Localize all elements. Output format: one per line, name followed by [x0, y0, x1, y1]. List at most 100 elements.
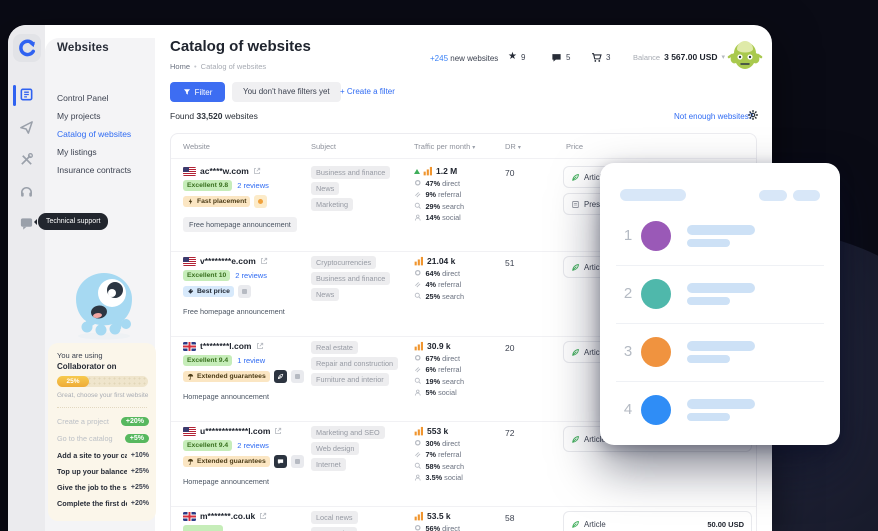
send-plane-icon[interactable] [8, 120, 45, 135]
chevron-down-icon: ▾ [721, 54, 726, 61]
website-domain[interactable]: m*******.co.uk [200, 511, 256, 521]
cart-counter[interactable]: 3 [591, 52, 610, 63]
table-row: v********e.com Excellent 10 2 reviews Be… [171, 256, 756, 341]
skeleton-title [620, 189, 686, 201]
website-domain[interactable]: u*************l.com [200, 426, 271, 436]
announcement-label: Free homepage announcement [183, 217, 297, 232]
offer-price: 50.00 USD [707, 519, 744, 529]
referral-icon [414, 281, 422, 289]
reviews-link[interactable]: 1 review [237, 356, 266, 365]
favorites-counter[interactable]: ★ 9 [508, 51, 526, 62]
usage-progress-track: 25% [57, 376, 148, 387]
user-avatar[interactable] [726, 37, 764, 75]
sidebar-item-my-listings[interactable]: My listings [57, 147, 97, 157]
umbrella-icon [187, 373, 194, 380]
announcement-label: Homepage announcement [183, 392, 270, 401]
subject-tag: Furniture and interior [311, 373, 389, 386]
technical-support-tooltip: Technical support [33, 213, 109, 230]
usage-line1: You are using [57, 351, 103, 360]
usage-hint: Great, choose your first website [57, 392, 149, 399]
reviews-link[interactable]: 2 reviews [237, 441, 269, 450]
external-link-icon[interactable] [253, 167, 261, 175]
gear-icon[interactable] [747, 109, 759, 121]
tools-icon[interactable] [8, 152, 45, 167]
sidebar-item-my-projects[interactable]: My projects [57, 111, 101, 121]
feature-badge: Fast placement [183, 196, 251, 207]
social-icon [414, 474, 422, 482]
balance-dropdown[interactable]: Balance 3 567.00 USD ▾ [633, 52, 726, 62]
task-create-project[interactable]: Create a project +20% [57, 415, 149, 427]
create-filter-link[interactable]: + Create a filter [340, 87, 395, 96]
website-domain[interactable]: v********e.com [200, 256, 256, 266]
referral-icon [414, 366, 422, 374]
dr-value: 70 [505, 168, 515, 178]
offer-article-button[interactable]: Article 50.00 USD [563, 511, 752, 531]
feather-icon [571, 173, 580, 182]
walkthrough-card: 1 2 3 4 [600, 163, 840, 445]
task-give-job[interactable]: Give the job to the site+25% [57, 482, 149, 492]
website-domain[interactable]: ac****w.com [200, 166, 249, 176]
external-link-icon[interactable] [256, 342, 264, 350]
col-traffic-sort[interactable]: Traffic per month ▾ [414, 142, 476, 151]
col-website: Website [183, 142, 210, 151]
muted-icon [290, 370, 304, 383]
page-title: Catalog of websites [170, 38, 311, 55]
rating-badge: Excellent 10 [183, 270, 231, 281]
task-go-to-catalog[interactable]: Go to the catalog +5% [57, 432, 149, 444]
traffic-bars-icon [414, 426, 424, 436]
not-enough-websites-link[interactable]: Not enough websites? [674, 112, 754, 121]
control-panel-icon[interactable] [8, 87, 45, 102]
promo-icon [254, 195, 268, 208]
reviews-link[interactable]: 2 reviews [237, 181, 269, 190]
us-flag-icon [183, 256, 196, 266]
breadcrumb-home[interactable]: Home [170, 62, 191, 71]
subject-tag: Local news [311, 511, 358, 524]
skeleton-line [687, 355, 730, 363]
subject-tag: Real estate [311, 341, 358, 354]
task-add-to-cart[interactable]: Add a site to your cart +10% [57, 450, 149, 460]
subject-tag: Repair and construction [311, 357, 399, 370]
direct-icon [414, 354, 422, 362]
reviews-link[interactable]: 2 reviews [235, 271, 267, 280]
step-number: 3 [623, 343, 633, 360]
sidebar-item-control-panel[interactable]: Control Panel [57, 93, 109, 103]
feature-badge: Extended guarantees [183, 371, 270, 382]
website-domain[interactable]: t********l.com [200, 341, 252, 351]
task-top-up[interactable]: Top up your balance in ...+25% [57, 466, 149, 476]
growth-up-icon [414, 168, 420, 174]
subject-tag: News [311, 182, 340, 195]
search-icon [414, 462, 422, 470]
filter-button[interactable]: Filter [170, 82, 225, 102]
usage-progress-value: 25% [57, 376, 89, 387]
subject-tag: Marketing [311, 198, 354, 211]
sidebar-item-catalog[interactable]: Catalog of websites [57, 129, 132, 139]
col-price: Price [566, 142, 584, 151]
rating-badge [183, 525, 223, 531]
direct-icon [414, 269, 422, 277]
feather-icon [571, 435, 580, 444]
bolt-icon [187, 198, 194, 205]
external-link-icon[interactable] [274, 427, 282, 435]
external-link-icon[interactable] [260, 257, 268, 265]
task-first-deal[interactable]: Complete the first deal+20% [57, 498, 149, 508]
traffic-value: 21.04 k [427, 256, 456, 266]
skeleton-line [687, 413, 730, 421]
col-subject: Subject [311, 142, 337, 151]
traffic-value: 1.2 M [436, 166, 458, 176]
step4-circle [641, 395, 671, 425]
traffic-bars-icon [414, 511, 424, 521]
external-link-icon[interactable] [259, 512, 267, 520]
col-dr-sort[interactable]: DR ▾ [505, 142, 521, 151]
step2-circle [641, 279, 671, 309]
headphones-icon[interactable] [8, 184, 45, 199]
step-number: 4 [623, 401, 633, 418]
app-logo[interactable] [13, 34, 41, 62]
muted-icon [290, 455, 304, 468]
rating-badge: Excellent 9.4 [183, 440, 233, 451]
new-websites-counter[interactable]: +245 new websites [430, 54, 499, 63]
usage-divider [57, 407, 147, 408]
messages-counter[interactable]: 5 [551, 52, 570, 63]
sidebar-item-insurance[interactable]: Insurance contracts [57, 165, 132, 175]
funnel-icon [183, 88, 191, 96]
